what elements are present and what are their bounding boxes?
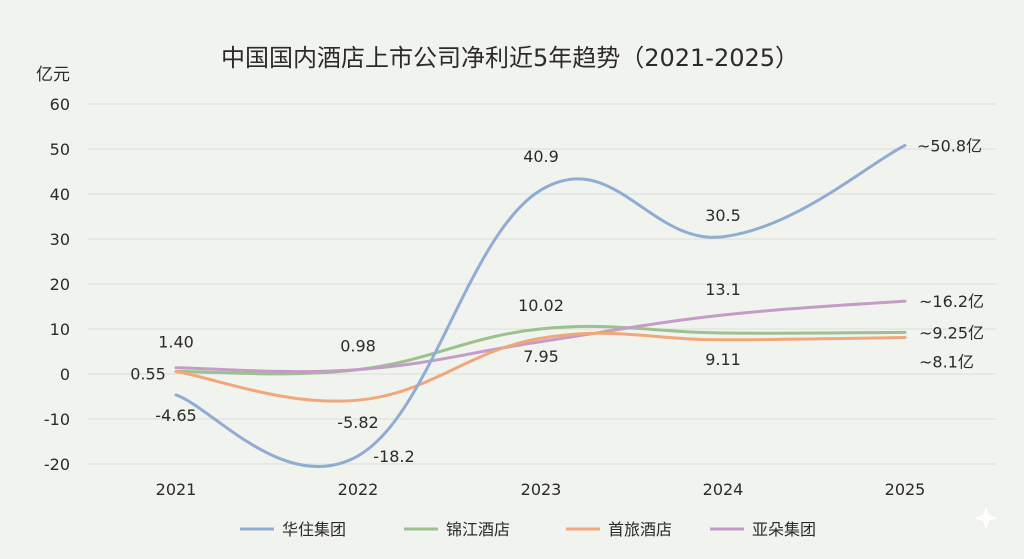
data-label: ~50.8亿	[917, 136, 982, 155]
series-line	[174, 331, 907, 403]
y-tick-label: 30	[50, 230, 70, 249]
sparkle-icon	[974, 506, 998, 530]
x-tick-label: 2023	[521, 480, 562, 499]
legend-label: 亚朵集团	[752, 520, 816, 539]
data-label: 0.55	[130, 365, 166, 384]
legend-label: 锦江酒店	[446, 520, 510, 539]
y-tick-label: 50	[50, 140, 70, 159]
data-label: ~16.2亿	[919, 292, 984, 311]
y-tick-label: -20	[44, 455, 70, 474]
data-label: ~8.1亿	[919, 353, 974, 372]
y-axis-unit-label: 亿元	[36, 65, 70, 85]
data-label: 30.5	[705, 206, 741, 225]
data-label: 7.95	[523, 347, 559, 366]
data-label: 13.1	[705, 280, 741, 299]
chart-title: 中国国内酒店上市公司净利近5年趋势（2021-2025）	[221, 44, 799, 72]
data-label: -18.2	[373, 447, 414, 466]
legend-label: 华住集团	[282, 520, 346, 539]
y-tick-label: 60	[50, 95, 70, 114]
y-tick-label: 10	[50, 320, 70, 339]
x-tick-label: 2024	[703, 480, 744, 499]
legend: 华住集团 锦江酒店 首旅酒店 亚朵集团	[240, 520, 816, 539]
y-tick-label: 40	[50, 185, 70, 204]
y-tick-label: 0	[60, 365, 70, 384]
data-label: 0.98	[340, 337, 376, 356]
y-axis-ticks: 60 50 40 30 20 10 0 -10 -20	[44, 95, 70, 474]
x-tick-label: 2021	[156, 480, 197, 499]
series-lines	[174, 143, 907, 469]
x-axis-ticks: 2021 2022 2023 2024 2025	[156, 480, 926, 499]
series-line	[174, 143, 907, 469]
y-tick-label: -10	[44, 410, 70, 429]
x-tick-label: 2022	[338, 480, 379, 499]
data-label: -5.82	[337, 413, 378, 432]
series-line	[174, 324, 907, 376]
y-tick-label: 20	[50, 275, 70, 294]
data-label: 1.40	[158, 333, 194, 352]
data-label: 40.9	[523, 147, 559, 166]
data-label: 10.02	[518, 296, 564, 315]
data-labels: -4.65 -18.2 40.9 30.5 ~50.8亿 0.55 0.98 10.02 9.1…	[130, 136, 984, 466]
series-line	[174, 299, 907, 374]
data-label: ~9.25亿	[919, 323, 984, 342]
data-label: 9.11	[705, 350, 741, 369]
data-label: -4.65	[155, 406, 196, 425]
x-tick-label: 2025	[885, 480, 926, 499]
legend-label: 首旅酒店	[608, 520, 672, 539]
